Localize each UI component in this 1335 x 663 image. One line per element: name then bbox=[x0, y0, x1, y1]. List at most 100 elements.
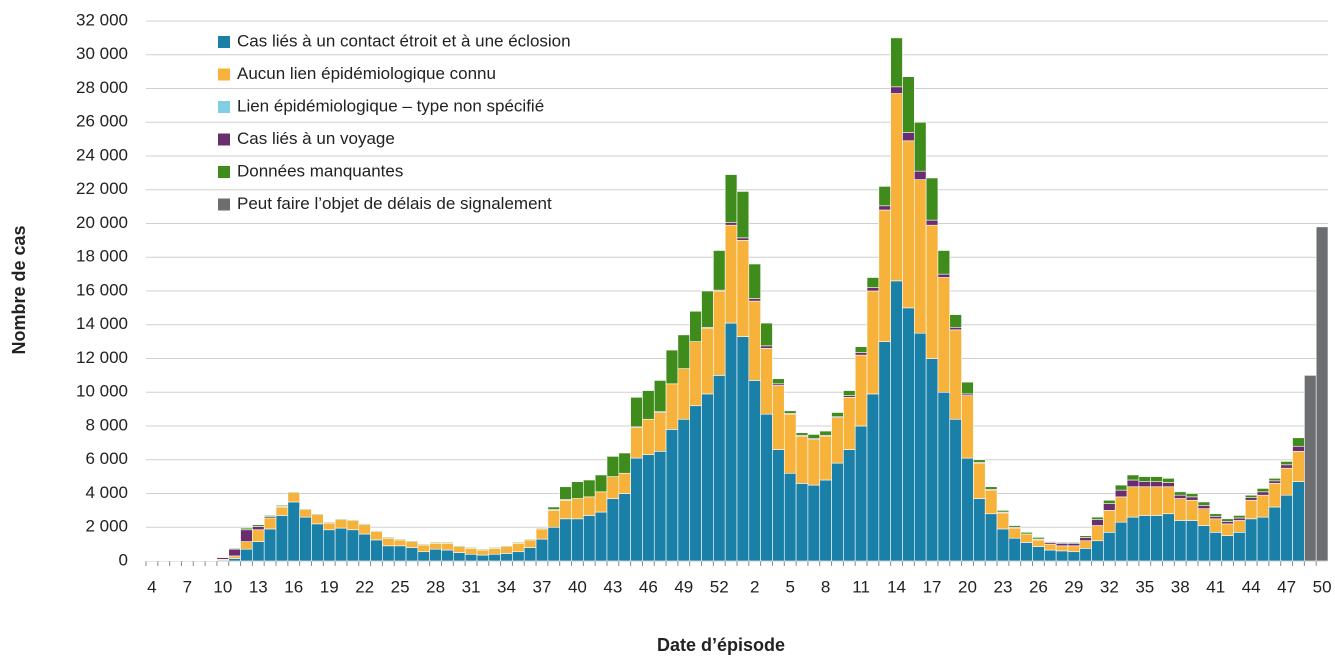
bar-segment bbox=[796, 433, 808, 436]
bar-segment bbox=[371, 531, 383, 539]
bar-segment bbox=[607, 499, 619, 561]
bar-segment bbox=[560, 487, 572, 500]
bar-segment bbox=[1044, 542, 1056, 543]
bar-segment bbox=[548, 510, 560, 527]
bar-segment bbox=[536, 528, 548, 529]
bar-segment bbox=[1115, 485, 1127, 490]
bar-segment bbox=[572, 499, 584, 519]
bar-segment bbox=[772, 379, 784, 384]
bar-segment bbox=[1163, 478, 1175, 482]
bar-segment bbox=[1304, 375, 1316, 561]
bar-segment bbox=[442, 543, 454, 550]
bar-segment bbox=[477, 550, 489, 555]
bar-segment bbox=[583, 497, 595, 516]
bar-segment bbox=[595, 492, 607, 512]
y-tick-label: 24 000 bbox=[76, 145, 128, 164]
bar-segment bbox=[465, 548, 477, 549]
bar-segment bbox=[1009, 528, 1021, 538]
bar-segment bbox=[642, 455, 654, 561]
bar-segment bbox=[950, 327, 962, 330]
bar-segment bbox=[1233, 515, 1245, 518]
bar-segment bbox=[843, 391, 855, 396]
bar-segment bbox=[477, 555, 489, 561]
bar-segment bbox=[926, 178, 938, 220]
bar-segment bbox=[843, 450, 855, 561]
bar-segment bbox=[524, 540, 536, 548]
bar-segment bbox=[1080, 548, 1092, 561]
bar-segment bbox=[323, 530, 335, 561]
bar-segment bbox=[430, 542, 442, 543]
x-tick-label: 35 bbox=[1135, 577, 1154, 596]
bar-segment bbox=[997, 513, 1009, 529]
bar-segment bbox=[879, 186, 891, 205]
bar-segment bbox=[985, 490, 997, 514]
bar-segment bbox=[1210, 516, 1222, 519]
bar-segment bbox=[654, 451, 666, 561]
bar-segment bbox=[867, 394, 879, 561]
bar-segment bbox=[737, 191, 749, 237]
bar-segment bbox=[690, 406, 702, 561]
bar-segment bbox=[926, 359, 938, 562]
bar-segment bbox=[855, 347, 867, 353]
bar-segment bbox=[1115, 490, 1127, 497]
y-tick-label: 18 000 bbox=[76, 247, 128, 266]
bar-segment bbox=[1316, 227, 1328, 561]
bar-segment bbox=[1245, 495, 1257, 498]
bar-segment bbox=[1127, 475, 1139, 480]
bar-segment bbox=[761, 414, 773, 561]
bar-segment bbox=[1163, 514, 1175, 561]
y-axis-title: Nombre de cas bbox=[9, 225, 29, 354]
bar-segment bbox=[808, 434, 820, 438]
bar-segment bbox=[1044, 550, 1056, 561]
bar-segment bbox=[784, 411, 796, 414]
bar-segment bbox=[217, 558, 229, 560]
bar-segment bbox=[1033, 540, 1045, 547]
y-tick-label: 6 000 bbox=[85, 449, 128, 468]
bar-segment bbox=[985, 487, 997, 490]
bar-segment bbox=[1281, 461, 1293, 464]
bar-segment bbox=[1245, 500, 1257, 519]
bar-segment bbox=[631, 428, 643, 458]
x-tick-label: 19 bbox=[320, 577, 339, 596]
bar-segment bbox=[914, 171, 926, 179]
bar-segment bbox=[347, 520, 359, 521]
bar-segment bbox=[453, 546, 465, 547]
bar-segment bbox=[642, 391, 654, 420]
x-tick-label: 47 bbox=[1277, 577, 1296, 596]
legend-label: Données manquantes bbox=[237, 161, 403, 180]
bar-segment bbox=[867, 291, 879, 394]
bar-segment bbox=[808, 485, 820, 561]
bar-segment bbox=[820, 431, 832, 435]
x-tick-label: 44 bbox=[1242, 577, 1261, 596]
bar-segment bbox=[394, 546, 406, 561]
bar-segment bbox=[501, 546, 513, 547]
bar-segment bbox=[501, 553, 513, 561]
bar-segment bbox=[855, 355, 867, 426]
bar-segment bbox=[666, 429, 678, 561]
bar-segment bbox=[619, 453, 631, 473]
bar-segment bbox=[359, 525, 371, 534]
bar-segment bbox=[1009, 526, 1021, 528]
legend-label: Aucun lien épidémiologique connu bbox=[237, 64, 496, 83]
bar-segment bbox=[973, 463, 985, 498]
bar-segment bbox=[1092, 541, 1104, 561]
bar-segment bbox=[1056, 551, 1068, 561]
bar-segment bbox=[1210, 519, 1222, 533]
bar-segment bbox=[1021, 534, 1033, 542]
bar-segment bbox=[891, 94, 903, 281]
bar-segment bbox=[784, 473, 796, 561]
bar-segment bbox=[418, 544, 430, 545]
bar-segment bbox=[713, 375, 725, 561]
bar-segment bbox=[572, 482, 584, 499]
bar-segment bbox=[276, 505, 288, 506]
bar-segment bbox=[926, 220, 938, 225]
y-tick-label: 16 000 bbox=[76, 280, 128, 299]
bar-segment bbox=[583, 480, 595, 497]
bar-segment bbox=[1281, 495, 1293, 561]
bar-segment bbox=[749, 380, 761, 561]
bar-segment bbox=[619, 494, 631, 562]
bar-segment bbox=[252, 530, 264, 542]
bar-segment bbox=[1092, 520, 1104, 526]
bar-segment bbox=[1115, 497, 1127, 522]
legend-swatch bbox=[218, 69, 230, 81]
